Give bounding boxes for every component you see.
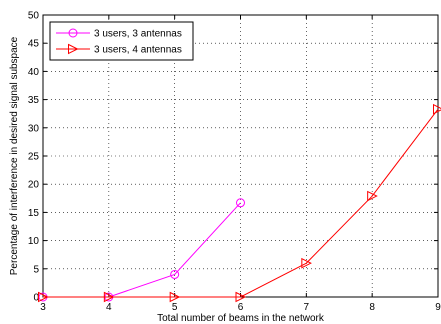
legend: 3 users, 3 antennas 3 users, 4 antennas [49, 21, 194, 61]
series-2-point [103, 291, 115, 303]
x-tick-label: 8 [369, 302, 375, 313]
y-tick-label: 50 [28, 11, 40, 22]
series-2-point [235, 291, 247, 303]
series-2-line [43, 108, 439, 298]
series-2-point [169, 291, 181, 303]
x-tick-label: 3 [40, 302, 46, 313]
x-tick-label: 5 [172, 302, 178, 313]
y-tick-label: 45 [28, 39, 40, 50]
legend-box [49, 21, 194, 61]
legend-label: 3 users, 4 antennas [94, 45, 182, 56]
legend-label: 3 users, 3 antennas [94, 29, 182, 40]
legend-swatch-marker [68, 28, 78, 38]
x-tick-label: 7 [304, 302, 310, 313]
series-1 [38, 198, 245, 302]
series-1-line [43, 202, 241, 298]
y-tick-label: 5 [33, 264, 39, 275]
x-tick-label: 9 [435, 302, 441, 313]
y-tick-label: 20 [28, 180, 40, 191]
y-tick-label: 0 [33, 293, 39, 304]
series-1-point [170, 269, 180, 279]
series-2-point [301, 257, 312, 269]
series-2-point [38, 291, 49, 303]
y-tick-label: 25 [28, 152, 40, 163]
series-layer [38, 103, 441, 303]
y-tick-label: 35 [28, 95, 40, 106]
series-1-point [236, 198, 245, 208]
y-axis-label: Percentage of interference in desired si… [9, 36, 20, 275]
y-tick-label: 40 [28, 67, 40, 78]
y-tick-label: 30 [28, 123, 40, 134]
series-2-point [433, 103, 441, 115]
series-2-point [367, 190, 378, 202]
y-tick-label: 10 [28, 236, 40, 247]
x-axis-label: Total number of beams in the network [157, 313, 325, 324]
legend-swatch-marker [68, 43, 79, 55]
series-2 [38, 103, 441, 303]
x-tick-label: 4 [106, 302, 112, 313]
x-tick-label: 6 [238, 302, 244, 313]
y-tick-label: 15 [28, 208, 40, 219]
